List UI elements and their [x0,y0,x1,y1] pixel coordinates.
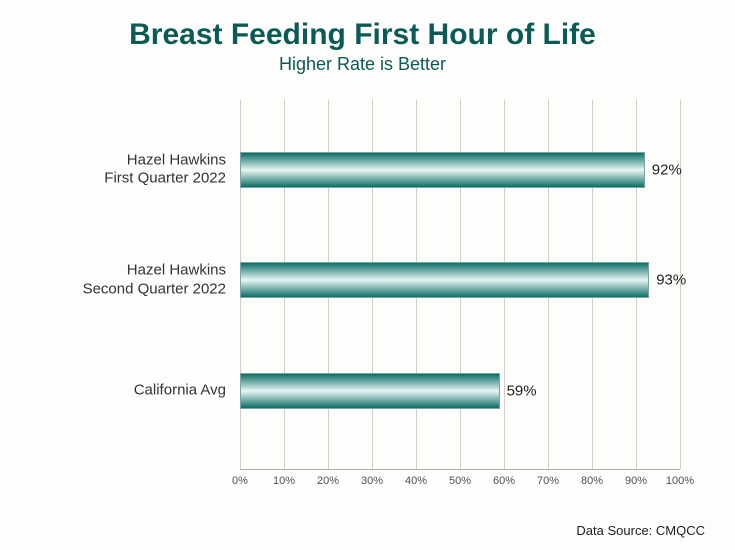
bar: 92% [240,152,645,188]
bar-value-label: 59% [507,383,537,400]
x-tick-label: 40% [405,475,427,487]
x-tick-label: 60% [493,475,515,487]
chart-subtitle: Higher Rate is Better [10,54,715,75]
chart-title: Breast Feeding First Hour of Life [10,18,715,52]
bar: 93% [240,262,649,298]
x-tick-label: 100% [666,475,694,487]
chart-container: Breast Feeding First Hour of Life Higher… [0,0,735,550]
x-tick-label: 30% [361,475,383,487]
bar: 59% [240,373,500,409]
x-tick-label: 80% [581,475,603,487]
x-tick-label: 20% [317,475,339,487]
x-tick-label: 70% [537,475,559,487]
y-axis-label: California Avg [6,382,226,401]
x-tick-label: 90% [625,475,647,487]
x-tick-label: 0% [232,475,248,487]
x-tick-label: 10% [273,475,295,487]
data-source: Data Source: CMQCC [576,523,705,538]
bar-value-label: 93% [656,272,686,289]
y-axis-label: Hazel HawkinsSecond Quarter 2022 [6,262,226,300]
plot-area: 0%10%20%30%40%50%60%70%80%90%100%92%Haze… [240,100,680,470]
bar-value-label: 92% [652,161,682,178]
x-tick-label: 50% [449,475,471,487]
y-axis-label: Hazel HawkinsFirst Quarter 2022 [6,151,226,189]
